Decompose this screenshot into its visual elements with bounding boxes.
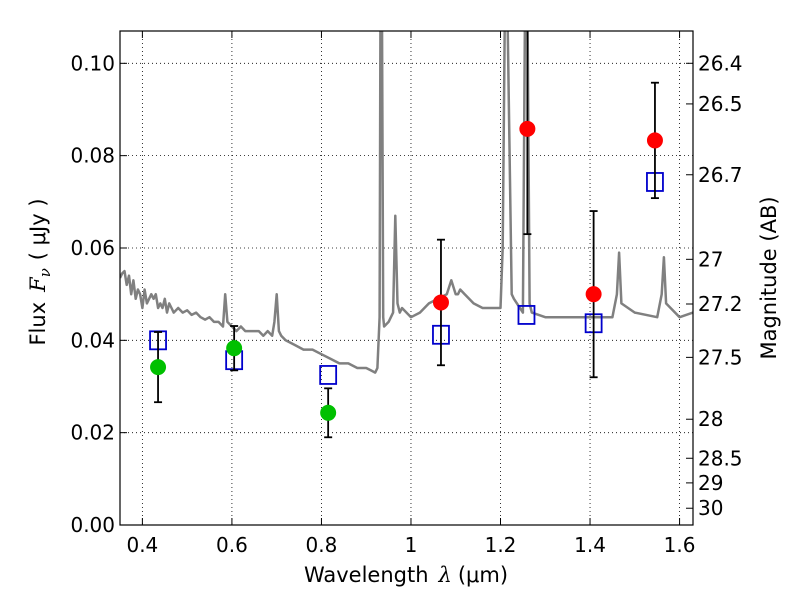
y-axis-label-subscript: ν — [36, 268, 54, 277]
y-tick-label-0: 0.00 — [70, 513, 115, 537]
y-tick-label-5: 0.10 — [70, 51, 115, 75]
x-axis-label: Wavelength λ (μm) — [304, 563, 508, 587]
red-point-2 — [585, 286, 602, 303]
y2-tick-label-3: 27 — [698, 247, 723, 271]
y2-tick-label-2: 26.7 — [698, 163, 743, 187]
y2-tick-label-5: 27.5 — [698, 345, 743, 369]
y2-tick-label-9: 30 — [698, 496, 723, 520]
x-axis-label-text: Wavelength — [304, 563, 429, 587]
y-tick-label-4: 0.08 — [70, 144, 115, 168]
y-axis-label: Flux Fν ( μJy ) — [26, 198, 54, 345]
y2-tick-label-8: 29 — [698, 471, 723, 495]
y2-axis-label: Magnitude (AB) — [757, 196, 781, 359]
green-point-1 — [226, 340, 243, 357]
axes-frame — [119, 30, 694, 526]
y-tick-label-2: 0.04 — [70, 328, 115, 352]
y-axis-label-text: Flux — [26, 302, 50, 346]
green-point-2 — [320, 404, 337, 421]
green-point-0 — [150, 359, 167, 376]
red-point-3 — [646, 132, 663, 149]
y-axis-label-unit: ( μJy ) — [26, 198, 50, 260]
x-tick-label-1: 0.6 — [216, 533, 248, 557]
x-tick-label-2: 0.8 — [306, 533, 338, 557]
y-tick-label-3: 0.06 — [70, 236, 115, 260]
red-point-0 — [432, 294, 449, 311]
model-square-2 — [319, 365, 338, 385]
y2-tick-label-4: 27.2 — [698, 292, 743, 316]
x-tick-label-4: 1.2 — [485, 533, 517, 557]
plot-layer — [120, 31, 693, 439]
x-tick-label-3: 1 — [405, 533, 418, 557]
x-tick-label-0: 0.4 — [126, 533, 158, 557]
y2-tick-label-1: 26.5 — [698, 92, 743, 116]
y2-tick-label-0: 26.4 — [698, 51, 743, 75]
spectrum-line — [120, 31, 693, 374]
model-square-4 — [517, 305, 536, 325]
x-axis-label-unit: (μm) — [458, 563, 508, 587]
x-axis-label-symbol: λ — [438, 563, 452, 587]
x-tick-label-5: 1.4 — [574, 533, 606, 557]
y2-tick-label-7: 28.5 — [698, 446, 743, 470]
y-axis-label-symbol: F — [26, 276, 50, 293]
axes-layer: 0.4 0.6 0.8 1 1.2 1.4 1.6 0.00 0.02 0.04 0.06 0.08 0… — [70, 30, 743, 557]
y-tick-label-1: 0.02 — [70, 421, 115, 445]
y2-tick-label-6: 28 — [698, 407, 723, 431]
x-tick-label-6: 1.6 — [664, 533, 696, 557]
red-point-1 — [519, 120, 536, 137]
